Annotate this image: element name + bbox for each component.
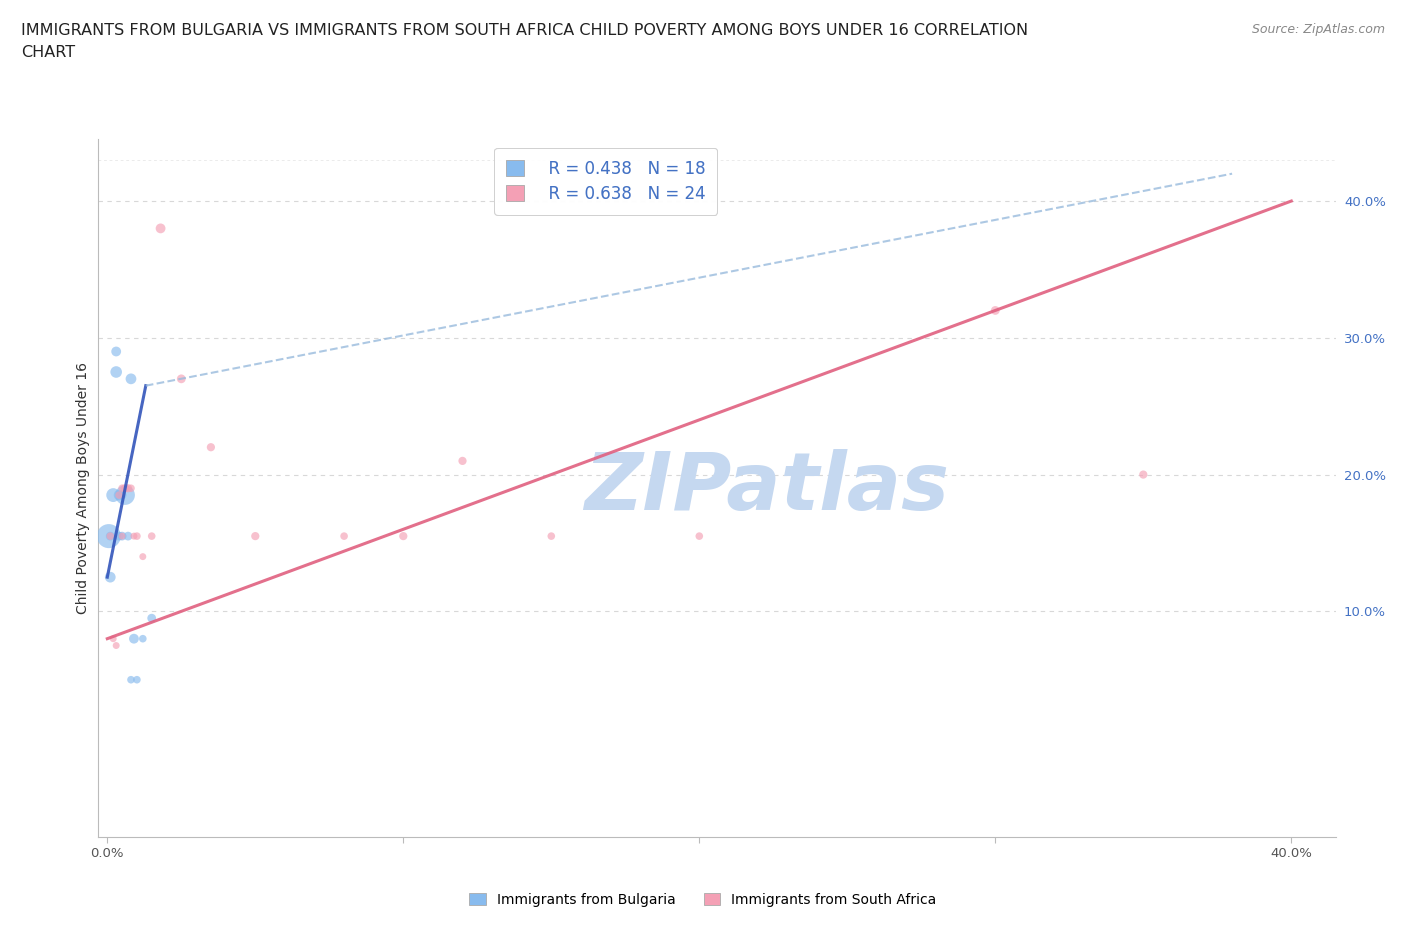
Text: IMMIGRANTS FROM BULGARIA VS IMMIGRANTS FROM SOUTH AFRICA CHILD POVERTY AMONG BOY: IMMIGRANTS FROM BULGARIA VS IMMIGRANTS F… — [21, 23, 1028, 38]
Point — [245, 528, 267, 543]
Point — [105, 638, 128, 653]
Point — [333, 528, 356, 543]
Point — [125, 672, 148, 687]
Point — [103, 487, 125, 502]
Point — [114, 481, 136, 496]
Point — [111, 528, 134, 543]
Y-axis label: Child Poverty Among Boys Under 16: Child Poverty Among Boys Under 16 — [76, 363, 90, 614]
Point — [120, 371, 142, 386]
Point — [111, 487, 134, 502]
Point — [132, 550, 155, 565]
Point — [120, 481, 142, 496]
Point — [108, 487, 131, 502]
Point — [688, 528, 710, 543]
Point — [98, 570, 121, 585]
Point — [170, 371, 193, 386]
Legend: Immigrants from Bulgaria, Immigrants from South Africa: Immigrants from Bulgaria, Immigrants fro… — [463, 886, 943, 914]
Point — [117, 528, 139, 543]
Point — [120, 672, 142, 687]
Point — [122, 631, 145, 646]
Point — [125, 528, 148, 543]
Point — [149, 221, 172, 236]
Point — [97, 528, 120, 543]
Point — [98, 528, 121, 543]
Point — [392, 528, 415, 543]
Point — [451, 454, 474, 469]
Point — [200, 440, 222, 455]
Point — [98, 528, 121, 543]
Legend:   R = 0.438   N = 18,   R = 0.638   N = 24: R = 0.438 N = 18, R = 0.638 N = 24 — [495, 148, 717, 215]
Point — [105, 344, 128, 359]
Text: ZIPatlas: ZIPatlas — [583, 449, 949, 527]
Point — [141, 528, 163, 543]
Point — [108, 487, 131, 502]
Point — [108, 528, 131, 543]
Point — [111, 528, 134, 543]
Text: CHART: CHART — [21, 45, 75, 60]
Point — [141, 611, 163, 626]
Point — [984, 303, 1007, 318]
Point — [1132, 467, 1154, 482]
Point — [132, 631, 155, 646]
Text: Source: ZipAtlas.com: Source: ZipAtlas.com — [1251, 23, 1385, 36]
Point — [114, 487, 136, 502]
Point — [117, 481, 139, 496]
Point — [111, 481, 134, 496]
Point — [540, 528, 562, 543]
Point — [105, 365, 128, 379]
Point — [122, 528, 145, 543]
Point — [103, 631, 125, 646]
